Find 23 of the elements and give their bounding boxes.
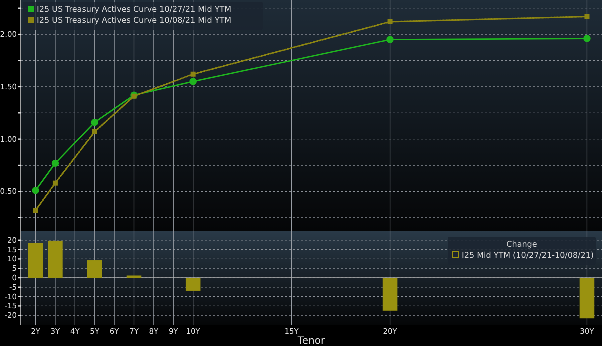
point — [52, 180, 58, 186]
point — [386, 36, 394, 44]
bar — [186, 278, 201, 291]
point — [190, 78, 197, 86]
legend-label: I25 Mid YTM (10/27/21-10/08/21) — [462, 251, 594, 260]
point — [190, 72, 196, 77]
point — [388, 20, 393, 24]
bar — [382, 278, 398, 311]
point — [584, 35, 591, 42]
point — [33, 208, 38, 214]
point — [584, 14, 590, 20]
point — [32, 187, 40, 194]
bar — [48, 240, 63, 278]
legend-label: I25 US Treasury Actives Curve 10/27/21 Mid YTM — [37, 5, 232, 14]
point — [92, 130, 98, 134]
point — [91, 118, 98, 126]
legend-title: Change — [506, 240, 538, 249]
bar — [28, 243, 44, 278]
legend-label: I25 US Treasury Actives Curve 10/08/21 Mid YTM — [37, 16, 232, 25]
bar — [580, 278, 595, 319]
point — [52, 160, 60, 168]
x-axis-title: Tenor — [296, 336, 326, 346]
bar — [87, 260, 102, 278]
